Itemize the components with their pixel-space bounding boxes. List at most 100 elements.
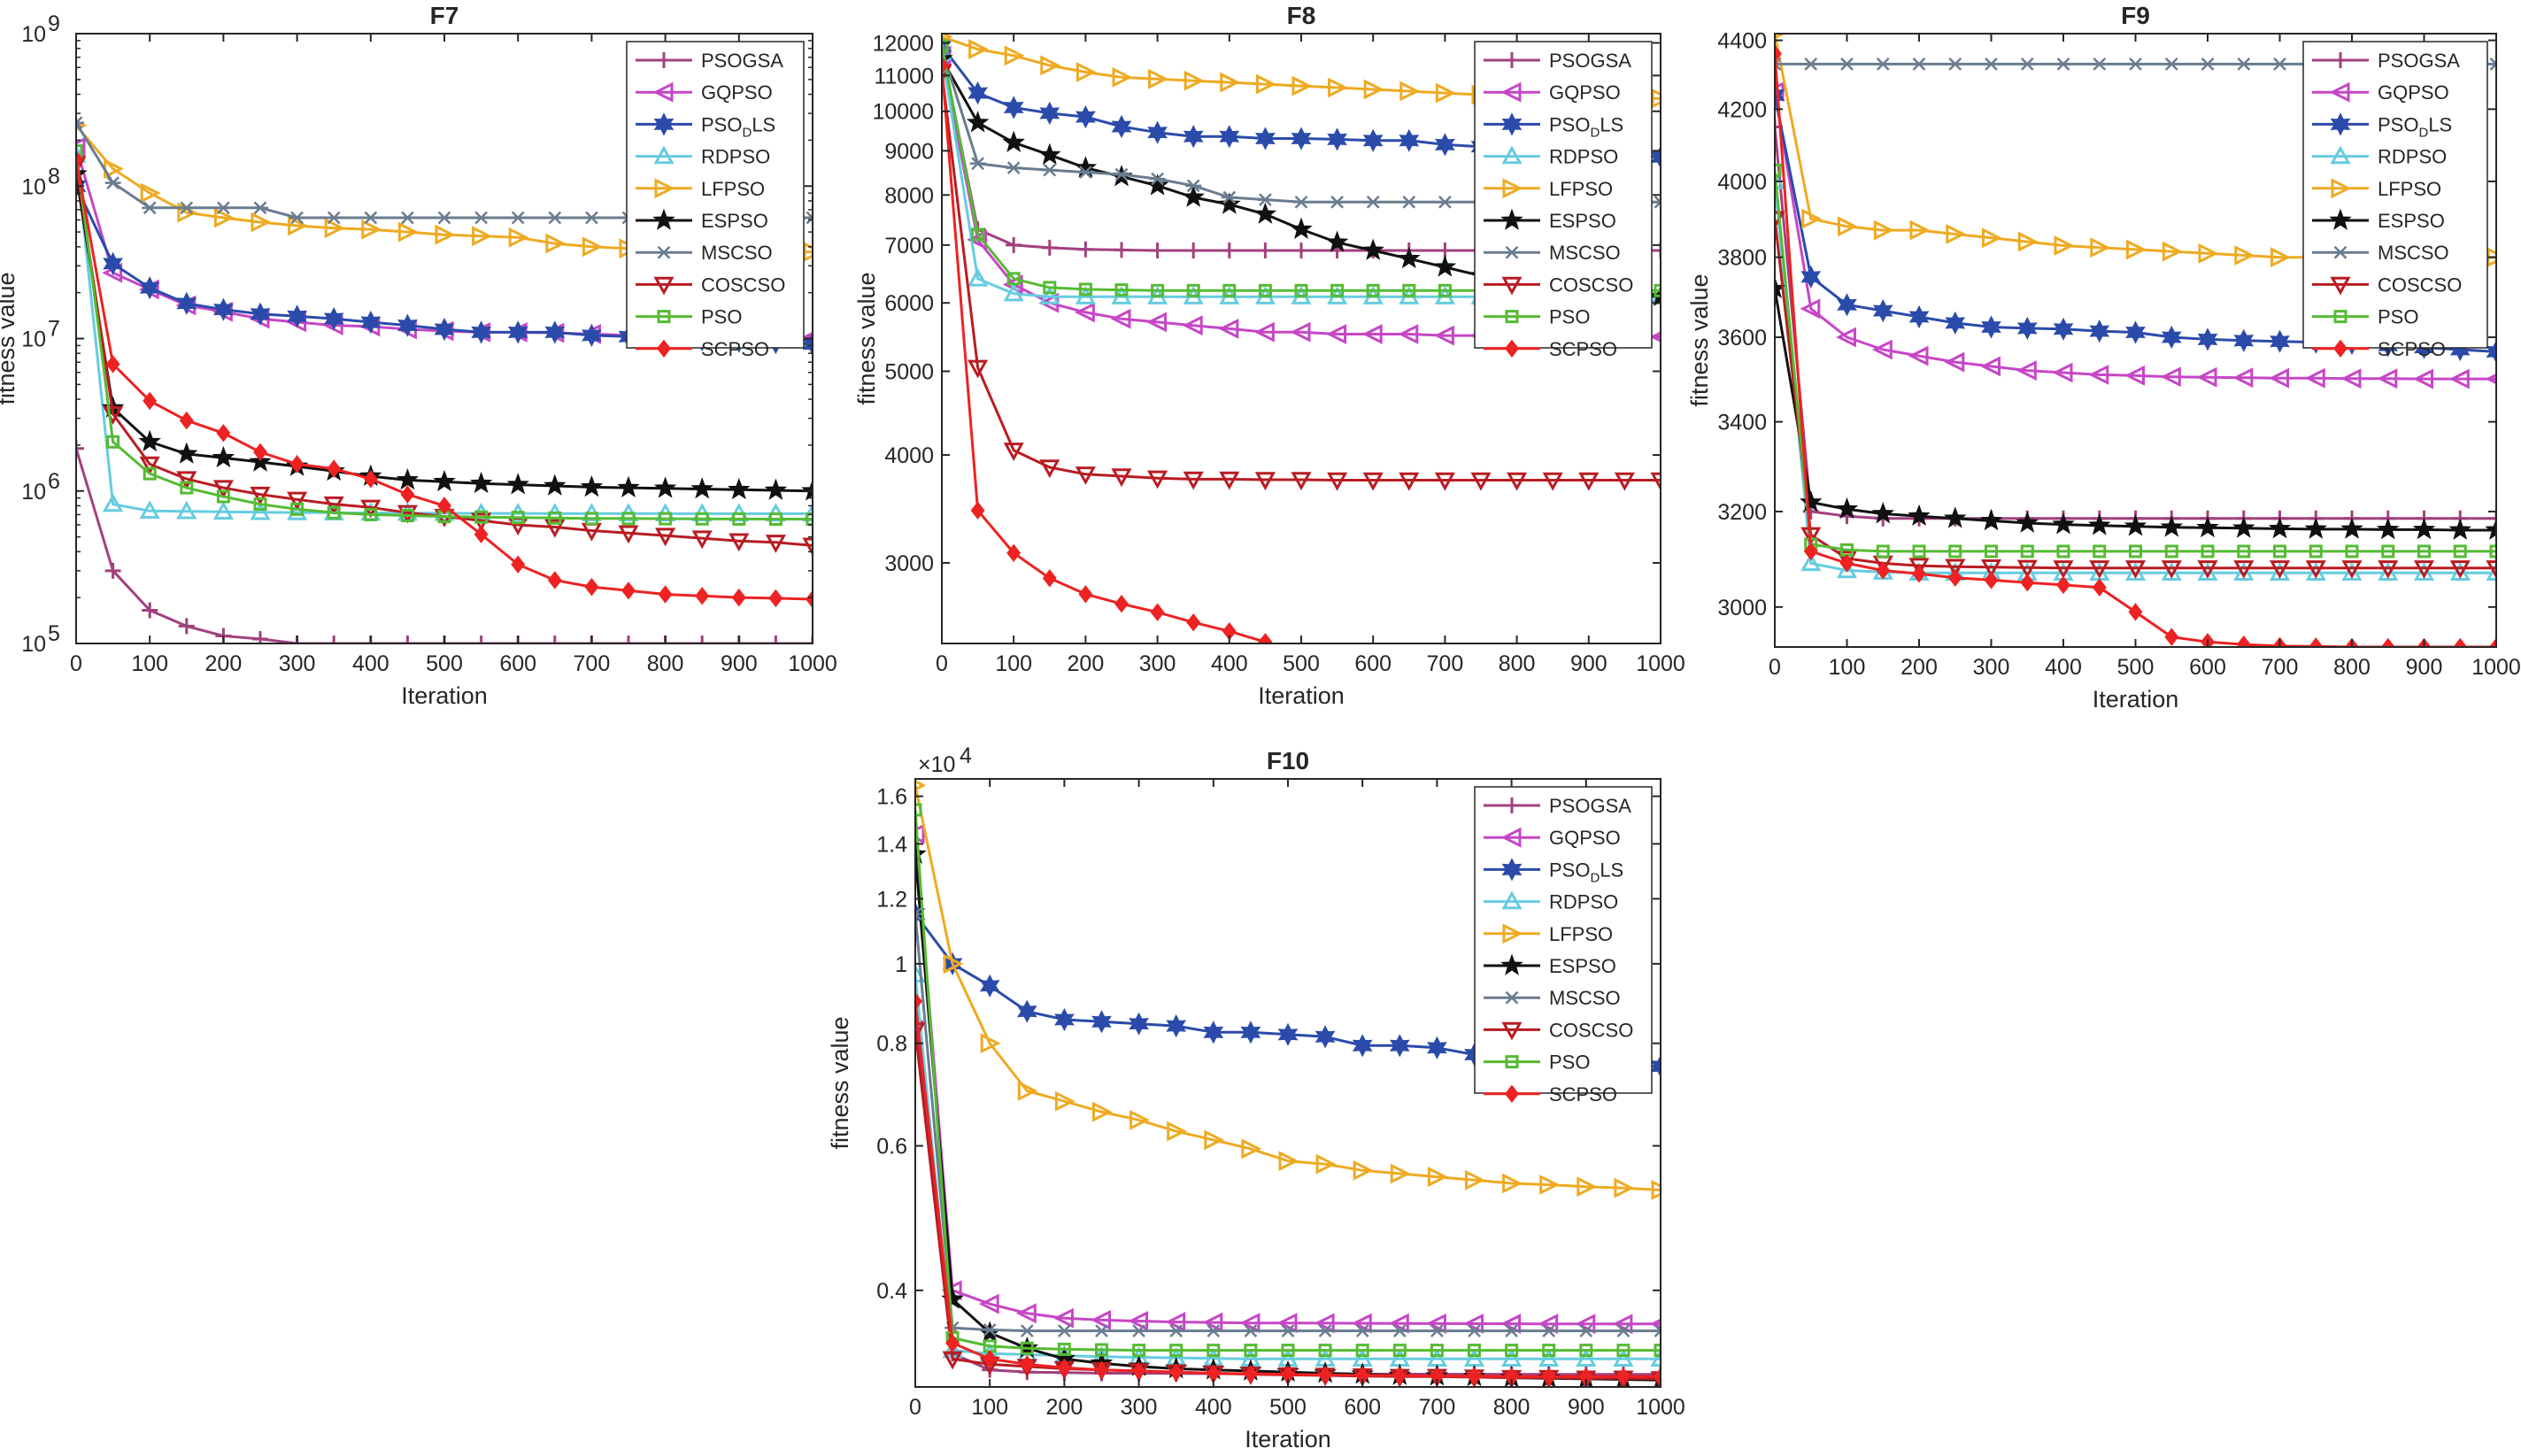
marker — [435, 224, 456, 245]
marker — [1430, 1344, 1444, 1358]
marker — [1909, 220, 1931, 241]
legend-label-tail: LS — [1600, 859, 1623, 881]
legend-label-main: GQPSO — [701, 81, 773, 104]
marker — [2124, 560, 2147, 579]
marker — [2164, 544, 2178, 559]
marker — [1984, 571, 1999, 589]
marker — [1114, 242, 1129, 258]
marker — [1281, 1344, 1295, 1358]
marker — [1166, 1013, 1187, 1038]
marker — [2489, 544, 2496, 559]
legend-entry-gqpso: GQPSO — [636, 81, 773, 104]
chart-title: F9 — [2121, 2, 2150, 29]
marker — [2329, 208, 2352, 230]
x-axis-label: Iteration — [401, 682, 488, 709]
marker — [1254, 472, 1276, 491]
marker — [2088, 364, 2109, 385]
legend-label: LFPSO — [1549, 923, 1613, 945]
y-tick-label: 0.6 — [876, 1135, 907, 1159]
marker — [1290, 321, 1311, 343]
marker — [548, 511, 562, 525]
marker — [2197, 560, 2218, 579]
marker — [1651, 88, 1661, 109]
marker — [1128, 1311, 1149, 1331]
legend-label-main: MSCSO — [1549, 987, 1621, 1009]
marker — [1426, 1313, 1446, 1334]
legend-entry-gqpso: GQPSO — [2312, 81, 2449, 104]
marker — [1612, 1313, 1633, 1335]
marker — [1654, 1344, 1661, 1358]
legend-label-main: PSO — [701, 113, 742, 135]
x-tick-label: 500 — [1269, 1395, 1307, 1420]
marker — [1219, 125, 1240, 149]
y-tick-label: 1.2 — [876, 887, 907, 912]
series-group — [76, 116, 813, 643]
legend-label: COSCSO — [1549, 1019, 1633, 1041]
marker — [1982, 227, 2002, 249]
marker — [1327, 127, 1347, 151]
marker — [1618, 689, 1631, 705]
marker — [474, 510, 489, 524]
marker — [1042, 569, 1057, 588]
marker — [2162, 241, 2183, 262]
marker — [1434, 472, 1455, 491]
marker — [1020, 1341, 1034, 1355]
marker — [2092, 578, 2107, 597]
x-tick-label: 300 — [1121, 1395, 1158, 1420]
chart-f10: 0 100 200 300 400 500 600 700 800 900 1000 0.4 0.6 0.… — [827, 743, 1685, 1452]
marker — [1871, 502, 1895, 524]
marker — [1908, 345, 1929, 366]
marker — [1427, 1167, 1448, 1188]
marker — [2378, 562, 2399, 581]
marker — [1398, 246, 1421, 269]
marker — [1654, 689, 1667, 705]
series-line — [942, 65, 1270, 643]
marker — [142, 201, 158, 215]
marker — [508, 227, 529, 248]
marker — [324, 218, 345, 239]
marker — [1501, 890, 1523, 910]
marker — [2417, 544, 2431, 559]
marker — [1912, 565, 1926, 583]
marker — [1876, 544, 1890, 559]
legend-label: ESPSO — [2378, 210, 2445, 232]
marker — [1242, 1324, 1259, 1337]
marker — [980, 1033, 1001, 1054]
marker — [105, 355, 120, 374]
y-tick-label: 3200 — [1717, 500, 1767, 525]
marker — [1908, 504, 1931, 527]
marker — [1057, 1342, 1071, 1356]
series-group — [915, 780, 1661, 1387]
legend-label-main: SCPSO — [1549, 1083, 1617, 1105]
legend-entry-coscso: COSCSO — [1484, 273, 1633, 296]
marker — [1578, 472, 1600, 491]
legend-label: PSO — [2378, 306, 2418, 328]
marker — [1576, 1348, 1597, 1367]
marker — [1615, 1367, 1631, 1386]
marker — [212, 480, 234, 499]
marker — [1111, 468, 1132, 488]
marker — [1500, 81, 1522, 103]
series-line — [942, 72, 1661, 481]
marker — [1039, 286, 1060, 304]
x-tick-label: 600 — [499, 651, 536, 676]
legend-label: PSODLS — [1549, 859, 1623, 885]
marker — [1314, 1313, 1335, 1334]
legend-entry-psogsa: PSOGSA — [2312, 50, 2460, 72]
marker — [510, 211, 527, 225]
marker — [968, 267, 989, 287]
marker — [2341, 560, 2363, 579]
marker — [652, 208, 675, 230]
chart-title: F7 — [430, 2, 459, 29]
marker — [1542, 1344, 1556, 1358]
legend-label-main: PSO — [1549, 113, 1590, 135]
marker — [1355, 1344, 1369, 1358]
marker — [1057, 1358, 1072, 1377]
marker — [1330, 283, 1345, 297]
marker — [1427, 1036, 1447, 1059]
series-gqpso — [915, 823, 1661, 1335]
legend-label: ESPSO — [1549, 955, 1616, 977]
marker — [803, 242, 813, 263]
